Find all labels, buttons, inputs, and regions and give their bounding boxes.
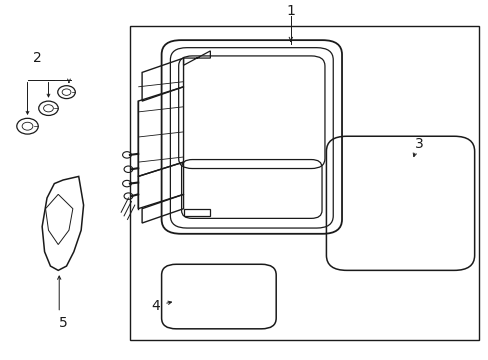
Text: 2: 2 [33, 51, 41, 65]
Bar [130, 26, 478, 339]
Text: 4: 4 [151, 299, 160, 313]
Text: 3: 3 [414, 137, 423, 151]
Text: 5: 5 [59, 316, 67, 330]
Text: 1: 1 [286, 4, 295, 18]
